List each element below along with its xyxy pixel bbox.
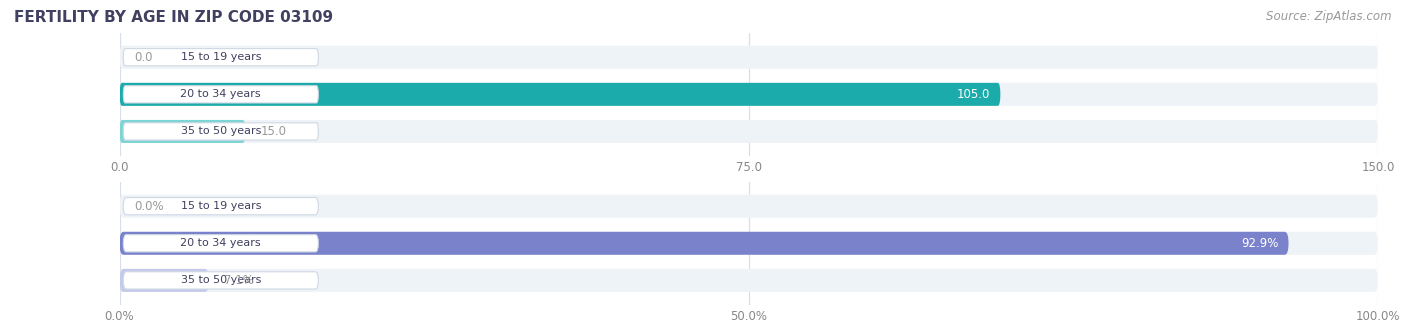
FancyBboxPatch shape — [120, 232, 1288, 255]
Text: 20 to 34 years: 20 to 34 years — [180, 238, 262, 248]
FancyBboxPatch shape — [124, 49, 318, 66]
FancyBboxPatch shape — [120, 269, 209, 292]
FancyBboxPatch shape — [120, 120, 1378, 143]
FancyBboxPatch shape — [120, 46, 1378, 69]
FancyBboxPatch shape — [120, 83, 1378, 106]
Text: 105.0: 105.0 — [957, 88, 990, 101]
Text: 7.1%: 7.1% — [224, 274, 254, 287]
FancyBboxPatch shape — [120, 232, 1378, 255]
Text: 20 to 34 years: 20 to 34 years — [180, 89, 262, 99]
FancyBboxPatch shape — [120, 120, 246, 143]
FancyBboxPatch shape — [124, 123, 318, 140]
Text: 15 to 19 years: 15 to 19 years — [180, 52, 262, 62]
Text: 35 to 50 years: 35 to 50 years — [180, 275, 262, 285]
Text: 15.0: 15.0 — [260, 125, 287, 138]
FancyBboxPatch shape — [120, 83, 1001, 106]
FancyBboxPatch shape — [124, 86, 318, 103]
FancyBboxPatch shape — [124, 198, 318, 215]
FancyBboxPatch shape — [124, 272, 318, 289]
FancyBboxPatch shape — [120, 195, 1378, 218]
Text: 0.0%: 0.0% — [135, 200, 165, 213]
Text: 35 to 50 years: 35 to 50 years — [180, 126, 262, 136]
FancyBboxPatch shape — [124, 235, 318, 252]
Text: 92.9%: 92.9% — [1241, 237, 1278, 250]
Text: Source: ZipAtlas.com: Source: ZipAtlas.com — [1267, 10, 1392, 23]
FancyBboxPatch shape — [120, 269, 1378, 292]
Text: FERTILITY BY AGE IN ZIP CODE 03109: FERTILITY BY AGE IN ZIP CODE 03109 — [14, 10, 333, 25]
Text: 0.0: 0.0 — [135, 51, 153, 64]
Text: 15 to 19 years: 15 to 19 years — [180, 201, 262, 211]
